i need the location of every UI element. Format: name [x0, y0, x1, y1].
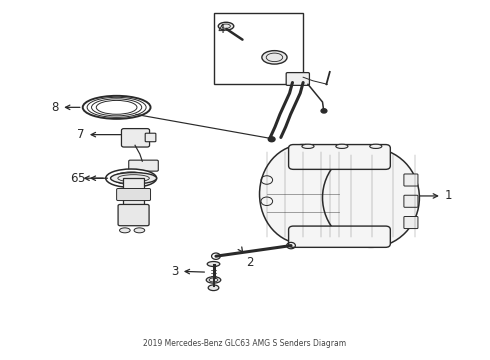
Text: 2: 2 — [238, 247, 254, 269]
Text: 4: 4 — [218, 23, 225, 36]
Ellipse shape — [83, 96, 150, 119]
FancyBboxPatch shape — [286, 73, 309, 85]
Ellipse shape — [262, 51, 287, 64]
FancyBboxPatch shape — [122, 129, 149, 147]
FancyBboxPatch shape — [118, 204, 149, 226]
FancyBboxPatch shape — [145, 133, 156, 142]
Ellipse shape — [92, 99, 142, 116]
FancyBboxPatch shape — [404, 174, 418, 186]
FancyBboxPatch shape — [289, 226, 391, 247]
Ellipse shape — [260, 145, 347, 244]
Ellipse shape — [111, 172, 157, 184]
Text: 7: 7 — [76, 128, 121, 141]
Circle shape — [321, 109, 327, 113]
Ellipse shape — [120, 228, 130, 233]
Ellipse shape — [106, 169, 157, 188]
Ellipse shape — [370, 144, 382, 148]
Bar — [123, 178, 144, 207]
Ellipse shape — [266, 53, 283, 62]
Ellipse shape — [208, 285, 219, 291]
Circle shape — [268, 137, 275, 142]
Ellipse shape — [302, 144, 314, 148]
Text: 3: 3 — [171, 265, 204, 278]
Text: 1: 1 — [420, 189, 452, 202]
Ellipse shape — [218, 22, 234, 30]
Ellipse shape — [206, 277, 221, 283]
FancyBboxPatch shape — [129, 160, 158, 171]
Ellipse shape — [207, 261, 220, 266]
FancyBboxPatch shape — [404, 195, 418, 207]
Ellipse shape — [336, 144, 348, 148]
Bar — [214, 13, 303, 84]
Ellipse shape — [87, 97, 146, 117]
Ellipse shape — [118, 175, 149, 182]
Text: 2019 Mercedes-Benz GLC63 AMG S Senders Diagram: 2019 Mercedes-Benz GLC63 AMG S Senders D… — [144, 339, 346, 348]
Ellipse shape — [209, 278, 218, 282]
Text: 8: 8 — [51, 101, 80, 114]
Ellipse shape — [113, 172, 149, 185]
FancyBboxPatch shape — [117, 189, 150, 201]
Ellipse shape — [221, 24, 230, 28]
Ellipse shape — [134, 228, 145, 233]
FancyBboxPatch shape — [404, 216, 418, 229]
Ellipse shape — [322, 148, 419, 247]
Ellipse shape — [96, 100, 137, 114]
Text: 5: 5 — [77, 172, 107, 185]
FancyBboxPatch shape — [289, 145, 391, 169]
Text: 6: 6 — [71, 172, 103, 185]
